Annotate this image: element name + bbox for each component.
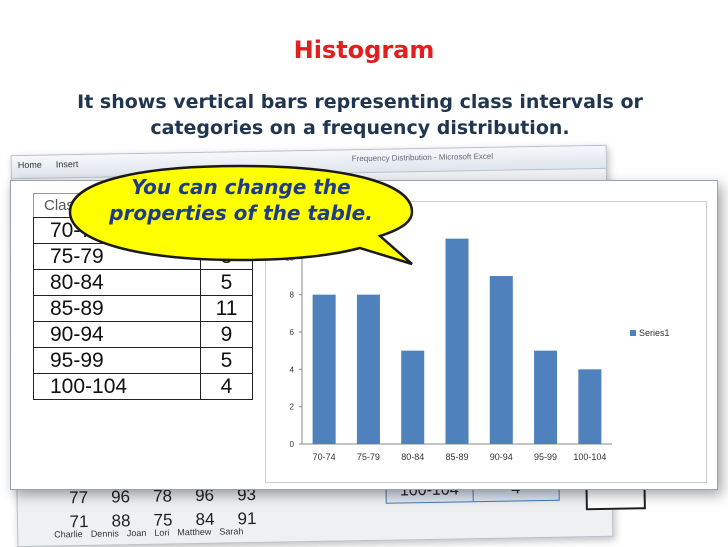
- y-tick-label: 6: [290, 328, 295, 337]
- y-tick-label: 0: [290, 440, 295, 449]
- names-row: Charlie Dennis Joan Lori Matthew Sarah: [54, 526, 243, 539]
- data-cell[interactable]: 77: [68, 487, 89, 508]
- frequency-cell[interactable]: 11: [200, 295, 253, 322]
- table-row: 95-99 5: [33, 347, 253, 374]
- x-tick-label: 85-89: [445, 452, 468, 462]
- table-row: 85-89 11: [33, 295, 253, 322]
- x-tick-label: 90-94: [490, 452, 513, 462]
- name-cell[interactable]: Matthew: [177, 526, 212, 538]
- frequency-cell[interactable]: 5: [200, 347, 253, 374]
- x-tick-label: 75-79: [357, 452, 380, 462]
- table-row: 100-104 4: [33, 373, 253, 400]
- y-tick-label: 4: [290, 365, 295, 374]
- interval-cell[interactable]: 85-89: [33, 295, 201, 322]
- tab-home[interactable]: Home: [17, 159, 42, 171]
- callout-bubble: You can change the properties of the tab…: [40, 160, 444, 278]
- frequency-cell[interactable]: 5: [200, 269, 253, 296]
- histogram-bar[interactable]: [489, 276, 513, 444]
- callout-text: You can change the properties of the tab…: [96, 174, 386, 227]
- data-cell[interactable]: 96: [110, 487, 131, 507]
- frequency-cell[interactable]: 9: [200, 321, 253, 348]
- histogram-bar[interactable]: [534, 350, 558, 444]
- histogram-bar[interactable]: [356, 294, 380, 444]
- interval-cell[interactable]: 95-99: [33, 347, 201, 374]
- table-row: 80-84 5: [33, 269, 253, 296]
- callout-line-2: properties of the table.: [109, 201, 373, 226]
- name-cell[interactable]: Sarah: [219, 526, 244, 537]
- table-row: 90-94 9: [33, 321, 253, 348]
- x-tick-label: 70-74: [313, 452, 336, 462]
- y-tick-label: 2: [290, 403, 295, 412]
- histogram-bar[interactable]: [401, 350, 425, 444]
- x-tick-label: 100-104: [573, 452, 606, 462]
- slide-subtitle: It shows vertical bars representing clas…: [77, 91, 643, 139]
- callout-line-1: You can change the: [131, 175, 351, 199]
- legend-label: Series1: [639, 328, 670, 338]
- name-cell[interactable]: Charlie: [54, 529, 83, 540]
- slide-title: Histogram: [293, 36, 435, 64]
- histogram-bar[interactable]: [445, 238, 469, 444]
- name-cell[interactable]: Joan: [126, 527, 147, 539]
- x-tick-label: 95-99: [534, 452, 557, 462]
- name-cell[interactable]: Dennis: [90, 528, 119, 539]
- x-tick-label: 80-84: [401, 452, 424, 462]
- interval-cell[interactable]: 100-104: [33, 373, 201, 400]
- frequency-cell[interactable]: 4: [200, 373, 253, 400]
- name-cell[interactable]: Lori: [154, 527, 170, 538]
- histogram-bar[interactable]: [578, 369, 602, 444]
- legend-swatch: [630, 330, 636, 336]
- y-tick-label: 8: [290, 291, 295, 300]
- histogram-bar[interactable]: [312, 294, 336, 444]
- interval-cell[interactable]: 90-94: [33, 321, 201, 348]
- callout-shape: [68, 164, 414, 266]
- histogram-svg: 024681070-7475-7980-8485-8990-9495-99100…: [285, 220, 670, 462]
